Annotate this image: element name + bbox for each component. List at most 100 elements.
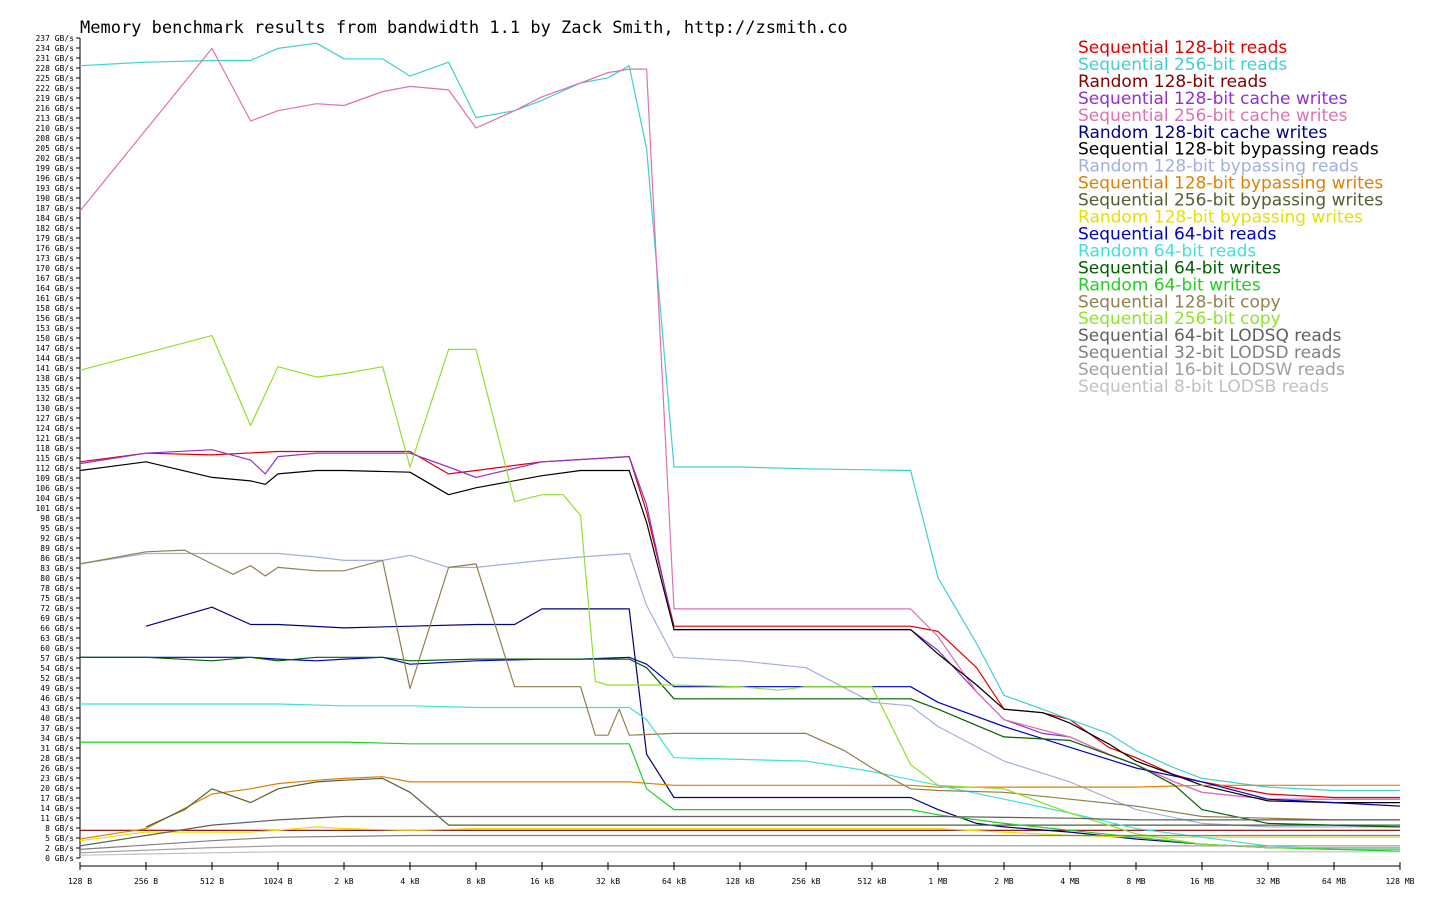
y-tick-label: 75 GB/s bbox=[40, 594, 74, 603]
y-tick-label: 164 GB/s bbox=[35, 284, 74, 293]
x-tick-label: 1024 B bbox=[264, 877, 293, 886]
legend-entry: Sequential 256-bit reads bbox=[1078, 55, 1287, 75]
y-tick-label: 124 GB/s bbox=[35, 424, 74, 433]
x-tick-label: 64 MB bbox=[1322, 877, 1346, 886]
y-tick-label: 127 GB/s bbox=[35, 414, 74, 423]
x-tick-label: 128 MB bbox=[1386, 877, 1415, 886]
x-tick-label: 4 MB bbox=[1060, 877, 1079, 886]
legend-entry: Sequential 64-bit LODSQ reads bbox=[1078, 326, 1342, 346]
legend-entry: Sequential 256-bit cache writes bbox=[1078, 106, 1348, 126]
x-tick-label: 32 MB bbox=[1256, 877, 1280, 886]
x-tick-label: 2 kB bbox=[334, 877, 353, 886]
y-tick-label: 208 GB/s bbox=[35, 134, 74, 143]
series-line-sequential-256-bit-copy bbox=[79, 335, 1400, 849]
y-tick-label: 80 GB/s bbox=[40, 574, 74, 583]
legend-entry: Sequential 256-bit bypassing writes bbox=[1078, 191, 1383, 211]
y-tick-label: 182 GB/s bbox=[35, 224, 74, 233]
y-tick-label: 78 GB/s bbox=[40, 584, 74, 593]
y-tick-label: 2 GB/s bbox=[45, 844, 74, 853]
series-line-sequential-32-bit-lodsd-reads bbox=[79, 834, 1400, 850]
y-tick-label: 135 GB/s bbox=[35, 384, 74, 393]
x-tick-label: 16 kB bbox=[530, 877, 554, 886]
y-tick-label: 225 GB/s bbox=[35, 74, 74, 83]
y-tick-label: 228 GB/s bbox=[35, 64, 74, 73]
y-tick-label: 43 GB/s bbox=[40, 704, 74, 713]
series-line-random-128-bit-bypassing-writes bbox=[79, 826, 1400, 842]
y-tick-label: 86 GB/s bbox=[40, 554, 74, 563]
y-tick-label: 222 GB/s bbox=[35, 84, 74, 93]
y-tick-label: 170 GB/s bbox=[35, 264, 74, 273]
y-tick-label: 190 GB/s bbox=[35, 194, 74, 203]
y-tick-label: 0 GB/s bbox=[45, 854, 74, 863]
y-tick-label: 118 GB/s bbox=[35, 444, 74, 453]
y-tick-label: 60 GB/s bbox=[40, 644, 74, 653]
legend-entry: Sequential 128-bit cache writes bbox=[1078, 89, 1348, 109]
y-tick-label: 83 GB/s bbox=[40, 564, 74, 573]
series-line-sequential-128-bit-bypassing-writes bbox=[79, 776, 1400, 840]
y-tick-label: 193 GB/s bbox=[35, 184, 74, 193]
series-line-random-128-bit-cache-writes bbox=[145, 606, 1400, 849]
y-tick-label: 57 GB/s bbox=[40, 654, 74, 663]
y-tick-label: 138 GB/s bbox=[35, 374, 74, 383]
y-tick-label: 234 GB/s bbox=[35, 44, 74, 53]
x-tick-label: 512 B bbox=[200, 877, 224, 886]
y-tick-label: 28 GB/s bbox=[40, 754, 74, 763]
y-tick-label: 31 GB/s bbox=[40, 744, 74, 753]
x-tick-label: 128 kB bbox=[726, 877, 755, 886]
y-tick-label: 23 GB/s bbox=[40, 774, 74, 783]
legend-entry: Random 64-bit writes bbox=[1078, 275, 1261, 295]
y-tick-label: 176 GB/s bbox=[35, 244, 74, 253]
series-line-random-128-bit-bypassing-reads bbox=[79, 552, 1400, 828]
series-line-sequential-8-bit-lodsb-reads bbox=[79, 851, 1400, 856]
legend-entry: Sequential 128-bit copy bbox=[1078, 292, 1281, 312]
series-line-sequential-64-bit-reads bbox=[80, 656, 1401, 807]
series-line-sequential-16-bit-lodsw-reads bbox=[79, 845, 1400, 854]
x-tick-label: 512 kB bbox=[858, 877, 887, 886]
y-tick-label: 69 GB/s bbox=[40, 614, 74, 623]
y-tick-label: 219 GB/s bbox=[35, 94, 74, 103]
legend-entry: Sequential 16-bit LODSW reads bbox=[1078, 360, 1345, 380]
y-tick-label: 37 GB/s bbox=[40, 724, 74, 733]
y-tick-label: 231 GB/s bbox=[35, 54, 74, 63]
y-tick-label: 173 GB/s bbox=[35, 254, 74, 263]
y-tick-label: 167 GB/s bbox=[35, 274, 74, 283]
legend-entry: Sequential 128-bit bypassing writes bbox=[1078, 174, 1383, 194]
y-tick-label: 63 GB/s bbox=[40, 634, 74, 643]
legend-entry: Sequential 8-bit LODSB reads bbox=[1078, 377, 1329, 397]
y-tick-label: 109 GB/s bbox=[35, 474, 74, 483]
legend-entry: Random 128-bit reads bbox=[1078, 72, 1267, 92]
y-tick-label: 144 GB/s bbox=[35, 354, 74, 363]
series-line-sequential-64-bit-lodsq-reads bbox=[79, 815, 1400, 847]
series-line-sequential-64-bit-writes bbox=[80, 656, 1401, 828]
y-tick-label: 49 GB/s bbox=[40, 684, 74, 693]
x-tick-label: 2 MB bbox=[994, 877, 1013, 886]
y-tick-label: 205 GB/s bbox=[35, 144, 74, 153]
y-tick-label: 5 GB/s bbox=[45, 834, 74, 843]
y-tick-label: 89 GB/s bbox=[40, 544, 74, 553]
x-tick-label: 1 MB bbox=[928, 877, 947, 886]
y-tick-label: 112 GB/s bbox=[35, 464, 74, 473]
y-tick-label: 130 GB/s bbox=[35, 404, 74, 413]
y-tick-label: 161 GB/s bbox=[35, 294, 74, 303]
y-tick-label: 101 GB/s bbox=[35, 504, 74, 513]
y-tick-label: 184 GB/s bbox=[35, 214, 74, 223]
y-tick-label: 210 GB/s bbox=[35, 124, 74, 133]
series-lines bbox=[79, 42, 1401, 856]
y-tick-label: 213 GB/s bbox=[35, 114, 74, 123]
series-line-sequential-256-bit-bypassing-writes bbox=[145, 777, 1400, 828]
y-tick-label: 20 GB/s bbox=[40, 784, 74, 793]
y-tick-label: 11 GB/s bbox=[40, 814, 74, 823]
y-tick-label: 66 GB/s bbox=[40, 624, 74, 633]
y-tick-label: 40 GB/s bbox=[40, 714, 74, 723]
y-tick-label: 141 GB/s bbox=[35, 364, 74, 373]
y-tick-label: 14 GB/s bbox=[40, 804, 74, 813]
y-tick-label: 187 GB/s bbox=[35, 204, 74, 213]
legend-entry: Random 128-bit cache writes bbox=[1078, 123, 1327, 143]
y-tick-label: 156 GB/s bbox=[35, 314, 74, 323]
legend-entry: Sequential 128-bit bypassing reads bbox=[1078, 140, 1379, 160]
x-tick-label: 16 MB bbox=[1190, 877, 1214, 886]
y-tick-label: 98 GB/s bbox=[40, 514, 74, 523]
y-tick-label: 147 GB/s bbox=[35, 344, 74, 353]
y-tick-label: 179 GB/s bbox=[35, 234, 74, 243]
